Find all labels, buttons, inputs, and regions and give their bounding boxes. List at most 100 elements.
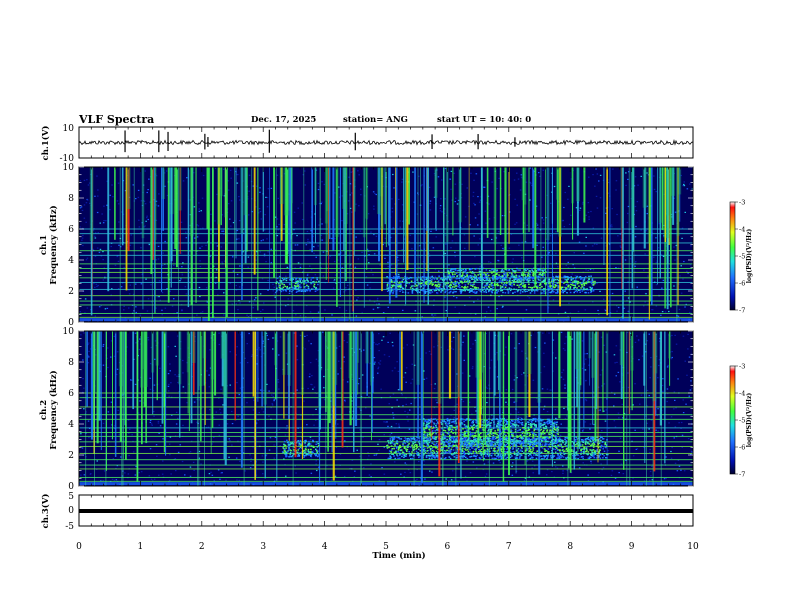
spectrogram-noise	[589, 429, 591, 430]
spectrogram-emission	[391, 290, 393, 291]
spectrogram-emission	[419, 443, 421, 444]
spectrogram-noise	[286, 353, 288, 354]
spectrogram-noise	[361, 252, 363, 253]
spectrogram-emission	[459, 289, 461, 290]
spectrogram-emission	[524, 268, 526, 269]
spectrogram-noise	[280, 336, 282, 337]
spectrogram-noise	[465, 216, 467, 217]
spectrogram-emission	[539, 287, 541, 288]
spectrogram-noise	[635, 342, 637, 343]
spectrogram-noise	[688, 438, 690, 439]
spectrogram-noise	[197, 236, 199, 237]
spectrogram-noise	[117, 351, 119, 352]
spectrogram-noise	[116, 479, 118, 480]
spectrogram-noise	[681, 238, 683, 239]
spectrogram-noise	[668, 422, 670, 423]
spectrogram-noise	[431, 472, 433, 473]
spectrogram-noise	[148, 298, 150, 299]
spectrogram-emission	[289, 289, 291, 290]
spectrogram-emission	[565, 282, 567, 283]
spectrogram-emission	[575, 278, 577, 279]
spectrogram-noise	[398, 260, 400, 261]
spectrogram-noise	[454, 252, 456, 253]
spectrogram-noise	[135, 306, 137, 307]
spectrogram-noise	[512, 389, 514, 390]
spectrogram-emission	[438, 276, 440, 277]
spectrogram-noise	[169, 454, 171, 455]
spectrogram-noise	[311, 457, 313, 458]
spectrogram-emission	[463, 277, 465, 278]
spectrogram-emission	[557, 292, 559, 293]
spectrogram-noise	[259, 349, 261, 350]
spectrogram-emission	[485, 274, 487, 275]
spectrogram-sferic-full	[541, 167, 542, 322]
spectrogram-noise	[603, 467, 605, 468]
spectrogram-noise	[470, 173, 472, 174]
spectrogram-emission	[391, 445, 393, 446]
spectrogram-emission	[289, 287, 291, 288]
spectrogram-noise	[318, 306, 320, 307]
spectrogram-noise	[158, 475, 160, 476]
spectrogram-sferic	[651, 167, 653, 305]
spectrogram-emission	[528, 287, 530, 288]
spectrogram-emission	[501, 282, 503, 283]
y-tick-label: 8	[68, 194, 74, 204]
spectrogram-noise	[169, 363, 171, 364]
spectrogram-noise	[543, 409, 545, 410]
spectrogram-emission	[573, 288, 575, 289]
spectrogram-sferic	[657, 167, 658, 284]
spectrogram-noise	[614, 354, 616, 355]
spectrogram-emission	[555, 289, 557, 290]
spectrogram-sferic	[168, 167, 170, 303]
spectrogram-emission	[488, 286, 490, 287]
spectrogram-noise	[620, 438, 622, 439]
spectrogram-noise	[186, 177, 188, 178]
spectrogram-emission	[285, 289, 287, 290]
spectrogram-noise	[145, 279, 147, 280]
spectrogram-noise	[193, 462, 195, 463]
spectrogram-noise	[643, 270, 645, 271]
spectrogram-noise	[184, 474, 186, 475]
spectrogram-noise	[671, 447, 673, 448]
spectrogram-noise	[491, 239, 493, 240]
spectrogram-emission	[538, 268, 540, 269]
spectrogram-noise	[274, 287, 276, 288]
spectrogram-noise	[368, 455, 370, 456]
spectrogram-noise	[222, 404, 224, 405]
spectrogram-noise	[656, 262, 658, 263]
spectrogram-noise	[286, 425, 288, 426]
spectrogram-noise	[562, 220, 564, 221]
spectrogram-noise	[248, 191, 250, 192]
spectrogram-noise	[236, 174, 238, 175]
spectrogram-noise	[182, 425, 184, 426]
spectrogram-noise	[684, 181, 686, 182]
spectrogram-noise	[665, 456, 667, 457]
spectrogram-emission	[298, 454, 300, 455]
spectrogram-noise	[262, 309, 264, 310]
spectrogram-emission	[317, 446, 319, 447]
spectrogram-noise	[158, 296, 160, 297]
spectrogram-emission	[298, 442, 300, 443]
spectrogram-noise	[564, 385, 566, 386]
spectrogram-noise	[543, 267, 545, 268]
spectrogram-emission	[455, 288, 457, 289]
spectrogram-emission	[286, 454, 288, 455]
spectrogram-noise	[318, 312, 320, 313]
spectrogram-noise	[501, 467, 503, 468]
spectrogram-noise	[590, 461, 592, 462]
spectrogram-emission	[313, 447, 315, 448]
spectrogram-sferic-full	[178, 167, 179, 322]
spectrogram-emission	[426, 456, 428, 457]
spectrogram-noise	[201, 210, 203, 211]
spectrogram-noise	[228, 190, 230, 191]
spectrogram-noise	[221, 231, 223, 232]
spectrogram-noise	[668, 311, 670, 312]
spectrogram-noise	[82, 359, 84, 360]
spectrogram-emission	[408, 451, 410, 452]
spectrogram-emission	[593, 289, 595, 290]
spectrogram-emission	[506, 277, 508, 278]
spectrogram-emission	[400, 283, 402, 284]
spectrogram-noise	[264, 214, 266, 215]
spectrogram-noise	[637, 201, 639, 202]
spectrogram-noise	[685, 404, 687, 405]
